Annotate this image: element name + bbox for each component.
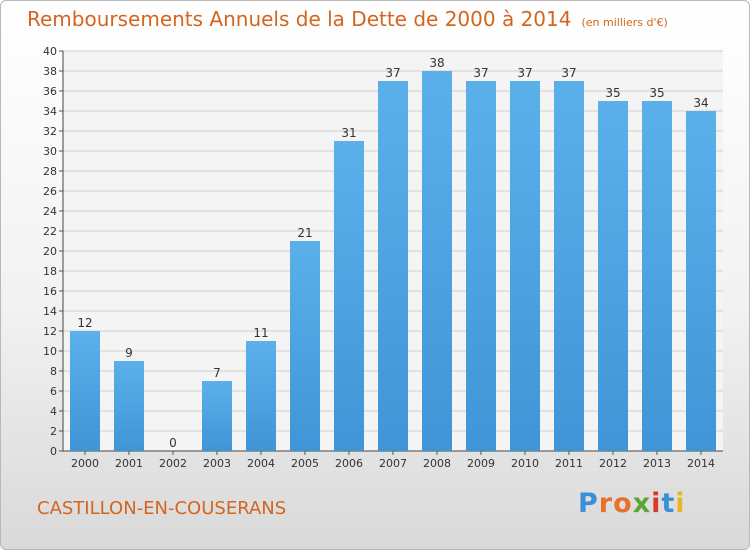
chart-unit: (en milliers d'€) [581, 16, 668, 29]
logo-letter: i [651, 488, 662, 519]
bar [334, 141, 364, 451]
x-tick-label: 2010 [511, 457, 539, 470]
y-tick-label: 10 [43, 345, 57, 358]
bar [202, 381, 232, 451]
bar [246, 341, 276, 451]
y-tick-label: 18 [43, 265, 57, 278]
bar-value-label: 35 [649, 86, 664, 100]
y-tick-label: 30 [43, 145, 57, 158]
y-tick-label: 0 [50, 445, 57, 458]
y-tick-label: 26 [43, 185, 57, 198]
bar-value-label: 38 [429, 56, 444, 70]
bar-value-label: 37 [561, 66, 576, 80]
logo-letter: x [632, 488, 652, 519]
bar-value-label: 0 [169, 436, 177, 450]
x-tick-label: 2014 [687, 457, 715, 470]
y-tick-label: 40 [43, 45, 57, 58]
logo-letter: r [598, 488, 614, 519]
x-tick-label: 2011 [555, 457, 583, 470]
bar-value-label: 37 [385, 66, 400, 80]
x-tick-label: 2005 [291, 457, 319, 470]
logo-letter: o [613, 488, 633, 519]
y-tick-label: 20 [43, 245, 57, 258]
x-tick-label: 2008 [423, 457, 451, 470]
bar-value-label: 37 [473, 66, 488, 80]
chart-title-text: Remboursements Annuels de la Dette de 20… [27, 7, 572, 31]
bar-value-label: 34 [693, 96, 708, 110]
y-tick-label: 38 [43, 65, 57, 78]
logo-letter: i [675, 488, 686, 519]
bar-value-label: 11 [253, 326, 268, 340]
y-tick-label: 8 [50, 365, 57, 378]
bar [114, 361, 144, 451]
x-tick-label: 2001 [115, 457, 143, 470]
y-tick-label: 24 [43, 205, 57, 218]
x-tick-label: 2009 [467, 457, 495, 470]
bar-value-label: 31 [341, 126, 356, 140]
bar [290, 241, 320, 451]
y-tick-label: 36 [43, 85, 57, 98]
x-tick-label: 2012 [599, 457, 627, 470]
x-tick-label: 2002 [159, 457, 187, 470]
y-tick-label: 2 [50, 425, 57, 438]
bar-value-label: 9 [125, 346, 133, 360]
bar [642, 101, 672, 451]
logo-letter: P [578, 488, 599, 519]
bar [422, 71, 452, 451]
x-tick-label: 2000 [71, 457, 99, 470]
bar-value-label: 35 [605, 86, 620, 100]
bar [70, 331, 100, 451]
y-tick-label: 34 [43, 105, 57, 118]
commune-name: CASTILLON-EN-COUSERANS [37, 498, 287, 519]
x-tick-label: 2007 [379, 457, 407, 470]
y-tick-label: 4 [50, 405, 57, 418]
y-tick-label: 32 [43, 125, 57, 138]
bar [510, 81, 540, 451]
bar-value-label: 12 [77, 316, 92, 330]
x-tick-label: 2013 [643, 457, 671, 470]
y-tick-label: 28 [43, 165, 57, 178]
y-tick-label: 6 [50, 385, 57, 398]
y-tick-label: 16 [43, 285, 57, 298]
bar [554, 81, 584, 451]
logo-letter: t [661, 488, 676, 519]
chart-title: Remboursements Annuels de la Dette de 20… [27, 7, 668, 31]
y-tick-label: 12 [43, 325, 57, 338]
y-tick-label: 14 [43, 305, 57, 318]
y-tick-label: 22 [43, 225, 57, 238]
bar [686, 111, 716, 451]
bar-value-label: 7 [213, 366, 221, 380]
x-tick-label: 2003 [203, 457, 231, 470]
bar [466, 81, 496, 451]
bar [378, 81, 408, 451]
x-tick-label: 2006 [335, 457, 363, 470]
bar [598, 101, 628, 451]
x-tick-label: 2004 [247, 457, 275, 470]
proxiti-logo: Proxiti [578, 488, 686, 519]
bar-value-label: 21 [297, 226, 312, 240]
bar-value-label: 37 [517, 66, 532, 80]
